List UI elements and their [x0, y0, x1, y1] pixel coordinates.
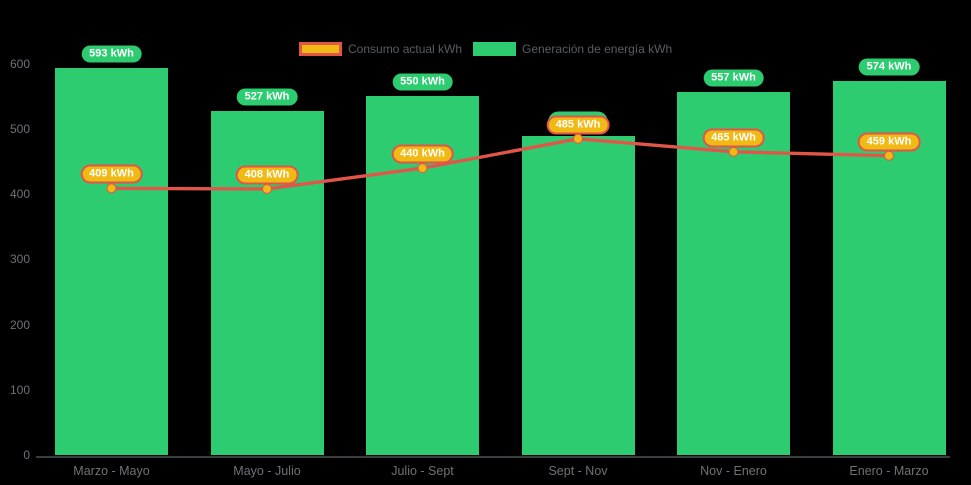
- consumption-value-badge: 465 kWh: [702, 128, 765, 148]
- generation-value-badge: 527 kWh: [236, 88, 298, 106]
- x-axis-category-label: Nov - Enero: [700, 464, 767, 478]
- consumption-value-badge: 485 kWh: [546, 115, 610, 135]
- generation-value-badge: 550 kWh: [392, 73, 453, 91]
- x-axis-baseline: [36, 456, 950, 458]
- consumption-value-badge: 408 kWh: [235, 165, 299, 185]
- x-axis-category-label: Sept - Nov: [548, 464, 608, 478]
- consumption-value-badge: 409 kWh: [80, 164, 143, 184]
- generation-bar[interactable]: [521, 135, 635, 455]
- y-axis-tick-label: 200: [9, 317, 30, 332]
- y-axis-tick-label: 300: [9, 252, 30, 267]
- y-axis-tick-label: 500: [9, 122, 30, 136]
- x-axis-category-label: Julio - Sept: [391, 464, 454, 478]
- legend-swatch-icon: [299, 42, 342, 56]
- generation-bar[interactable]: [210, 111, 324, 455]
- generation-value-badge: 557 kWh: [703, 69, 764, 87]
- y-axis-tick-label: 600: [9, 56, 30, 71]
- legend-label: Consumo actual kWh: [348, 42, 463, 56]
- x-axis-category-label: Enero - Marzo: [849, 464, 929, 478]
- x-axis-category-label: Mayo - Julio: [233, 464, 301, 478]
- legend-swatch-icon: [473, 42, 517, 56]
- legend: Consumo actual kWh Generación de energía …: [299, 42, 683, 56]
- generation-value-badge: 593 kWh: [81, 45, 142, 63]
- legend-item-0[interactable]: Consumo actual kWh: [299, 42, 462, 56]
- y-axis-tick-label: 0: [23, 448, 30, 462]
- consumption-value-badge: 459 kWh: [857, 132, 921, 152]
- x-axis-category-label: Marzo - Mayo: [73, 464, 150, 478]
- legend-item-1[interactable]: Generación de energía kWh: [473, 42, 672, 56]
- generation-value-badge: 574 kWh: [858, 58, 920, 76]
- legend-label: Generación de energía kWh: [522, 42, 673, 56]
- y-axis-tick-label: 100: [9, 382, 30, 397]
- consumption-value-badge: 440 kWh: [391, 144, 454, 164]
- generation-bar[interactable]: [55, 68, 168, 455]
- y-axis-tick-label: 400: [9, 187, 30, 202]
